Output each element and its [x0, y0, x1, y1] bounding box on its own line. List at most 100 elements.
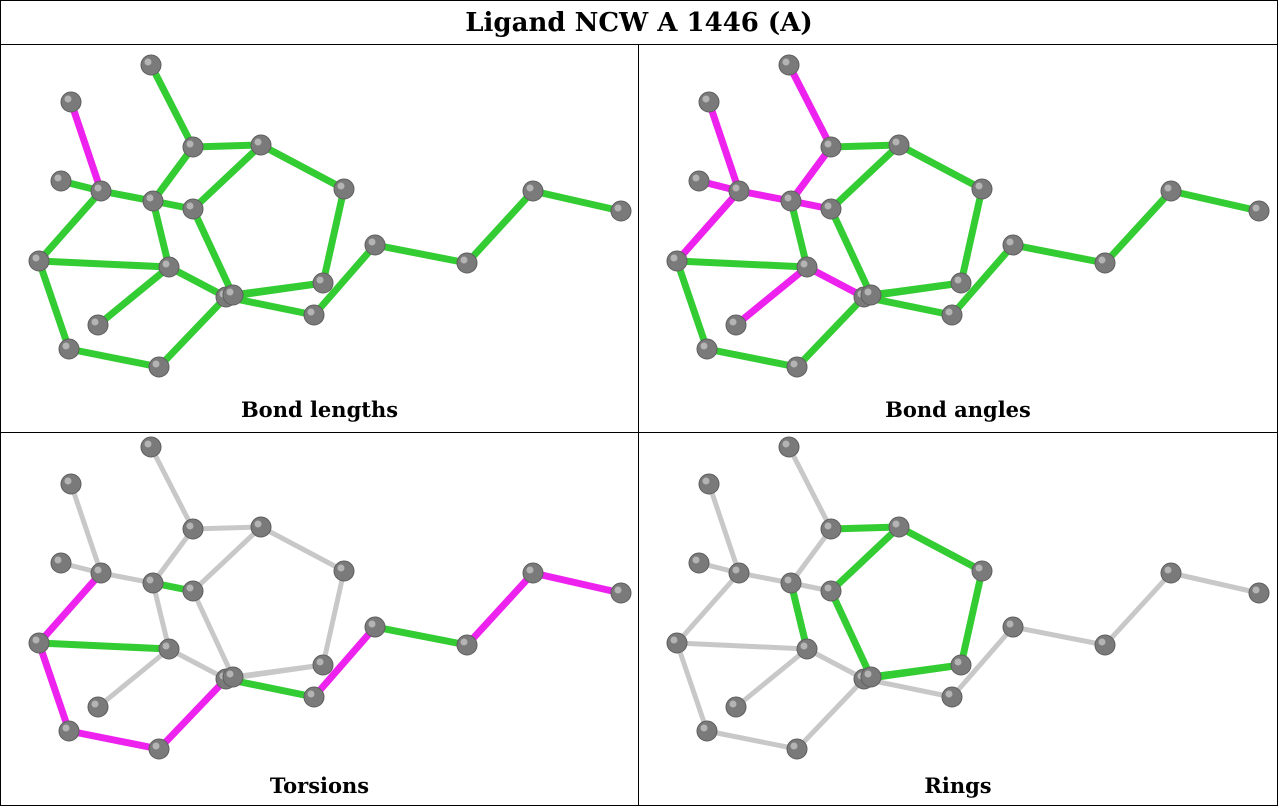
panel-bond-angles: Bond angles: [639, 45, 1277, 433]
atom-a19: [303, 304, 325, 326]
atom-highlight: [1164, 184, 1172, 192]
atom-a18: [312, 272, 334, 294]
bond-b20: [371, 241, 471, 267]
atom-a10: [522, 562, 544, 584]
atom-highlight: [729, 318, 737, 326]
atom-highlight: [226, 670, 234, 678]
bond-b1: [785, 61, 835, 151]
molecule-diagram-rings: [666, 436, 1270, 760]
atom-highlight: [954, 658, 962, 666]
bond-b11: [827, 523, 903, 595]
atom-a1: [778, 436, 800, 458]
atom-highlight: [790, 742, 798, 750]
bond-b17: [787, 579, 811, 653]
bond-b17: [787, 197, 811, 271]
bond-b27: [35, 639, 173, 653]
bond-b12: [257, 141, 348, 193]
bond-b25: [463, 569, 537, 649]
atom-a10: [1160, 180, 1182, 202]
atom-highlight: [316, 276, 324, 284]
atom-a3: [820, 518, 842, 540]
atom-highlight: [62, 342, 70, 350]
bond-b25: [463, 187, 537, 267]
atom-a12: [666, 632, 688, 654]
atom-a15: [158, 638, 180, 660]
atom-a8: [182, 580, 204, 602]
bond-b12: [258, 524, 347, 574]
atom-a18: [312, 654, 334, 676]
atom-a10: [522, 180, 544, 202]
atom-highlight: [186, 140, 194, 148]
atom-a1: [140, 54, 162, 76]
atom-highlight: [702, 95, 710, 103]
atom-highlight: [782, 58, 790, 66]
atom-highlight: [784, 576, 792, 584]
atom-a21: [58, 338, 80, 360]
bond-b13: [957, 185, 986, 287]
atom-highlight: [824, 202, 832, 210]
atom-highlight: [1252, 204, 1260, 212]
atom-a20: [725, 314, 747, 336]
atom-highlight: [368, 238, 376, 246]
atom-highlight: [368, 620, 376, 628]
bond-b1: [147, 61, 197, 151]
atom-a6: [90, 562, 112, 584]
atom-highlight: [892, 138, 900, 146]
atom-a17: [860, 666, 882, 688]
atom-highlight: [186, 584, 194, 592]
bond-b22: [674, 640, 710, 734]
atom-highlight: [892, 520, 900, 528]
atom-a12: [28, 250, 50, 272]
atom-highlight: [729, 700, 737, 708]
atom-a14: [456, 252, 478, 274]
atom-highlight: [1252, 586, 1260, 594]
atom-a8: [820, 198, 842, 220]
bond-b21: [948, 241, 1017, 319]
atom-highlight: [945, 308, 953, 316]
atom-highlight: [614, 586, 622, 594]
atom-a4: [250, 516, 272, 538]
atom-highlight: [64, 477, 72, 485]
atom-highlight: [32, 254, 40, 262]
bond-b23: [704, 728, 800, 752]
atom-highlight: [64, 95, 72, 103]
atom-a22: [786, 738, 808, 760]
bond-b22: [35, 639, 73, 735]
atom-a13: [1002, 616, 1024, 638]
atom-a9: [971, 178, 993, 200]
atom-highlight: [62, 724, 70, 732]
atom-highlight: [460, 256, 468, 264]
atom-highlight: [824, 584, 832, 592]
atom-highlight: [670, 636, 678, 644]
atom-a19: [941, 304, 963, 326]
atom-a6: [728, 180, 750, 202]
bond-b25: [1102, 570, 1174, 648]
atom-a19: [303, 686, 325, 708]
bond-b26: [529, 569, 625, 597]
atom-highlight: [1098, 638, 1106, 646]
bond-b24: [793, 293, 868, 371]
atom-highlight: [460, 638, 468, 646]
atom-highlight: [702, 477, 710, 485]
atom-a9: [333, 560, 355, 582]
bond-b9: [166, 646, 229, 682]
atom-a13: [364, 616, 386, 638]
bond-b13: [320, 568, 347, 668]
atom-a6: [728, 562, 750, 584]
atom-highlight: [700, 724, 708, 732]
atom-a22: [148, 738, 170, 760]
atom-highlight: [700, 342, 708, 350]
atom-highlight: [146, 576, 154, 584]
bond-b11: [827, 141, 903, 213]
atom-highlight: [144, 440, 152, 448]
atom-a9: [971, 560, 993, 582]
panel-caption: Torsions: [269, 773, 370, 798]
atom-highlight: [254, 138, 262, 146]
atom-highlight: [945, 690, 953, 698]
atom-a10: [1160, 562, 1182, 584]
atom-a3: [182, 136, 204, 158]
bond-b22: [673, 257, 711, 353]
atom-a4: [888, 516, 910, 538]
atom-a20: [87, 314, 109, 336]
atom-highlight: [732, 184, 740, 192]
